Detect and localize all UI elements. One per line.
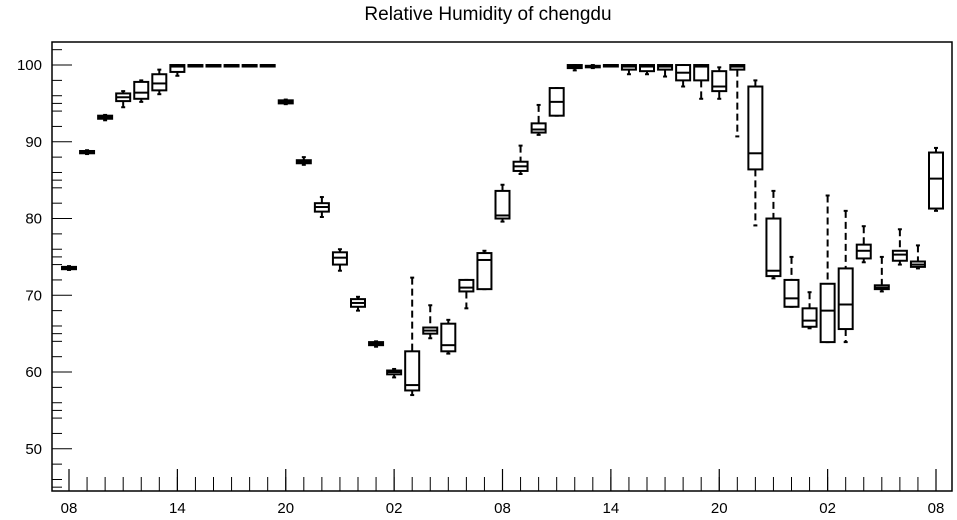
box-17 xyxy=(368,340,385,348)
box-11 xyxy=(259,64,276,68)
plot-frame xyxy=(51,41,953,492)
box-body xyxy=(693,64,710,82)
box-body xyxy=(819,282,836,344)
box-12 xyxy=(277,98,294,106)
y-tick-label: 60 xyxy=(25,364,42,381)
x-tick-label: 14 xyxy=(169,500,186,517)
box-32 xyxy=(639,64,655,76)
box-21 xyxy=(440,318,457,355)
box-47 xyxy=(909,244,926,270)
y-tick-label: 70 xyxy=(25,287,42,304)
box-3 xyxy=(115,90,132,109)
box-26 xyxy=(530,103,547,136)
box-31 xyxy=(620,64,637,76)
box-19 xyxy=(404,276,421,397)
box-7 xyxy=(187,64,204,68)
box-body xyxy=(928,151,944,210)
box-body xyxy=(747,85,764,171)
x-tick-label: 02 xyxy=(819,500,836,517)
box-37 xyxy=(729,64,746,138)
box-2 xyxy=(97,113,114,122)
box-0 xyxy=(61,265,77,271)
x-tick-label: 08 xyxy=(494,500,511,517)
box-body xyxy=(801,307,818,328)
box-body xyxy=(494,189,511,220)
box-48 xyxy=(928,146,944,212)
y-tick-label: 80 xyxy=(25,211,42,228)
box-body xyxy=(458,278,475,293)
x-tick-label: 20 xyxy=(277,500,294,517)
box-body xyxy=(476,252,493,291)
box-body xyxy=(530,122,547,134)
box-22 xyxy=(458,278,475,310)
box-28 xyxy=(566,64,583,72)
box-43 xyxy=(837,209,854,344)
box-39 xyxy=(765,189,782,280)
box-body xyxy=(169,64,186,73)
box-33 xyxy=(657,64,674,78)
box-body xyxy=(440,322,457,353)
box-1 xyxy=(79,149,96,156)
box-38 xyxy=(747,79,764,227)
box-10 xyxy=(241,64,258,68)
box-20 xyxy=(422,304,439,340)
box-42 xyxy=(819,194,836,344)
box-13 xyxy=(295,156,312,166)
box-5 xyxy=(151,68,168,96)
box-body xyxy=(783,278,800,308)
box-27 xyxy=(548,87,565,117)
box-46 xyxy=(891,228,908,266)
box-40 xyxy=(783,255,800,308)
x-axis: 08 14 20 02 08 14 20 02 08 xyxy=(61,469,945,517)
y-axis: 50 60 70 80 90 100 xyxy=(17,49,72,488)
box-24 xyxy=(494,183,511,223)
box-15 xyxy=(331,248,348,272)
box-body xyxy=(765,217,782,278)
x-tick-label: 08 xyxy=(928,500,945,517)
box-4 xyxy=(133,79,150,103)
box-45 xyxy=(873,255,890,293)
box-body xyxy=(404,350,421,392)
box-body xyxy=(891,249,908,262)
box-30 xyxy=(602,64,619,68)
box-6 xyxy=(169,64,186,77)
box-body xyxy=(639,64,655,73)
x-tick-label: 14 xyxy=(603,500,620,517)
y-tick-label: 50 xyxy=(25,441,42,458)
box-14 xyxy=(313,196,330,218)
chart-title: Relative Humidity of chengdu xyxy=(364,4,611,25)
box-8 xyxy=(205,64,222,68)
box-16 xyxy=(350,295,366,312)
box-29 xyxy=(584,64,601,70)
y-tick-label: 90 xyxy=(25,134,42,151)
y-tick-label: 100 xyxy=(17,57,42,74)
box-36 xyxy=(711,66,728,100)
x-tick-label: 20 xyxy=(711,500,728,517)
box-35 xyxy=(693,64,710,100)
box-25 xyxy=(512,144,529,176)
box-body xyxy=(837,267,854,331)
box-18 xyxy=(386,367,403,379)
box-23 xyxy=(476,249,493,291)
x-tick-label: 08 xyxy=(61,500,78,517)
boxes-group xyxy=(61,64,944,397)
box-44 xyxy=(855,225,872,264)
box-body xyxy=(711,70,728,93)
x-tick-label: 02 xyxy=(386,500,403,517)
box-body xyxy=(133,80,150,100)
box-41 xyxy=(801,291,818,330)
box-34 xyxy=(675,64,692,88)
box-body xyxy=(151,73,168,92)
box-9 xyxy=(223,64,240,68)
